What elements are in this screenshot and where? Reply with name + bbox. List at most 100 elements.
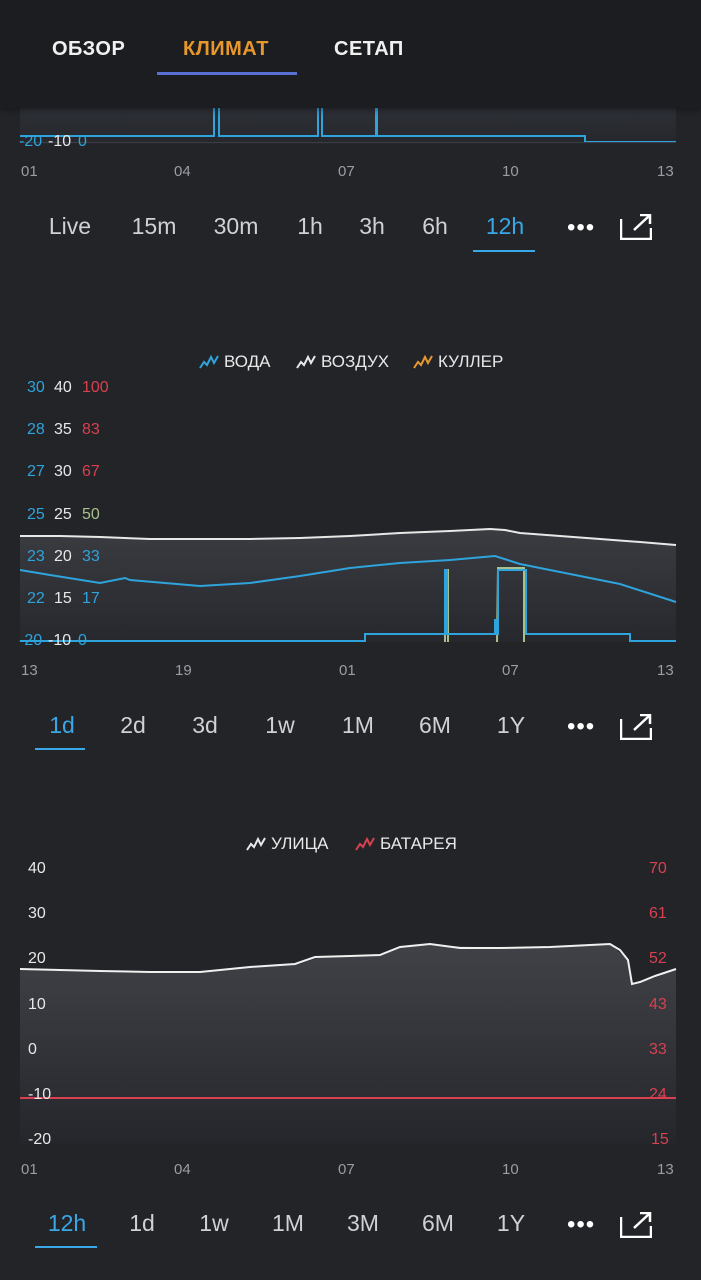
range-3M-button[interactable]: 3M [347, 1210, 379, 1236]
chart2-y-water: 30 [27, 379, 45, 396]
water-series-icon [199, 354, 219, 369]
chart2-y-air: 35 [54, 421, 72, 438]
chart1-plot[interactable] [0, 108, 701, 156]
active-tab-indicator [157, 72, 297, 75]
range-1w-button[interactable]: 1w [199, 1210, 229, 1236]
chart3-y-right: 15 [651, 1131, 669, 1148]
chart3-y-left: 10 [28, 996, 46, 1013]
chart3-street-line [19, 942, 677, 986]
range-1d-button[interactable]: 1d [129, 1210, 155, 1236]
chart2-x-label: 01 [339, 662, 356, 679]
chart2-plot[interactable] [0, 520, 701, 650]
air-series-icon [296, 354, 316, 369]
range-3h-button[interactable]: 3h [359, 213, 385, 239]
chart3-y-left: -10 [28, 1086, 52, 1103]
chart2-x-label: 19 [175, 662, 192, 679]
range-1d-button[interactable]: 1d [49, 712, 75, 738]
chart2-water-step-line [20, 569, 676, 642]
chart3-x-label: 04 [174, 1161, 191, 1178]
chart1-y-cooler-label: 0 [78, 133, 87, 150]
battery-series-icon [355, 836, 375, 851]
chart1-x-label: 07 [338, 163, 355, 180]
chart1-y-air-label: -10 [48, 133, 72, 150]
range-15m-button[interactable]: 15m [131, 213, 177, 239]
chart2-y-air: 30 [54, 463, 72, 480]
chart3-plot[interactable] [0, 930, 701, 1150]
chart2-y-air: 15 [54, 590, 72, 607]
range-6M-button[interactable]: 6M [419, 712, 451, 738]
chart3-y-left: 0 [28, 1041, 37, 1058]
chart2-air-area [20, 529, 676, 642]
tab-overview[interactable]: ОБЗОР [52, 38, 126, 60]
range-1h-button[interactable]: 1h [297, 213, 323, 239]
chart2-y-water: -20 [19, 632, 43, 649]
chart3-y-right: 33 [649, 1041, 667, 1058]
chart2-y-water: 23 [27, 548, 45, 565]
more-options-icon[interactable]: ••• [567, 214, 596, 241]
legend-battery[interactable]: БАТАРЕЯ [355, 834, 457, 854]
chart3-y-left: 40 [28, 860, 46, 877]
more-options-icon[interactable]: ••• [567, 1211, 596, 1238]
street-series-icon [246, 836, 266, 851]
legend-water[interactable]: ВОДА [199, 352, 270, 372]
chart3-x-label: 13 [657, 1161, 674, 1178]
chart3-y-right: 70 [649, 860, 667, 877]
range-12h-button[interactable]: 12h [47, 1210, 87, 1236]
chart3-y-right: 24 [649, 1086, 667, 1103]
chart2-y-water: 25 [27, 506, 45, 523]
chart3-y-right: 52 [649, 950, 667, 967]
chart3-y-right: 61 [649, 905, 667, 922]
chart1-water-line [20, 108, 676, 143]
range-2d-button[interactable]: 2d [120, 712, 146, 738]
legend-street-label: УЛИЦА [271, 834, 329, 853]
chart1-x-label: 13 [657, 163, 674, 180]
range-live-button[interactable]: Live [48, 213, 92, 239]
fullscreen-icon[interactable] [620, 214, 652, 240]
range-30m-button[interactable]: 30m [213, 213, 259, 239]
range-1M-button[interactable]: 1M [272, 1210, 304, 1236]
chart2-y-cooler: 0 [78, 632, 87, 649]
range-3d-button[interactable]: 3d [192, 712, 218, 738]
more-options-icon[interactable]: ••• [567, 713, 596, 740]
fullscreen-icon[interactable] [620, 714, 652, 740]
fullscreen-icon[interactable] [620, 1212, 652, 1238]
chart2-y-cooler: 67 [82, 463, 100, 480]
chart2-x-label: 13 [21, 662, 38, 679]
chart2-y-air: 25 [54, 506, 72, 523]
active-range-indicator [35, 1246, 97, 1248]
chart2-y-water: 27 [27, 463, 45, 480]
chart2-y-air: -10 [48, 632, 72, 649]
chart1-y-water-label: -20 [19, 133, 43, 150]
chart2-x-label: 07 [502, 662, 519, 679]
chart2-y-water: 22 [27, 590, 45, 607]
tab-climate[interactable]: КЛИМАТ [183, 38, 269, 60]
chart2-y-air: 20 [54, 548, 72, 565]
chart2-water-line [19, 554, 677, 603]
legend-street[interactable]: УЛИЦА [246, 834, 329, 854]
legend-cooler-label: КУЛЛЕР [438, 352, 504, 371]
chart3-y-left: -20 [28, 1131, 52, 1148]
chart3-y-left: 20 [28, 950, 46, 967]
chart1-x-label: 04 [174, 163, 191, 180]
chart1-x-label: 10 [502, 163, 519, 180]
chart2-y-cooler: 17 [82, 590, 100, 607]
legend-air[interactable]: ВОЗДУХ [296, 352, 389, 372]
range-1w-button[interactable]: 1w [265, 712, 295, 738]
chart3-x-label: 10 [502, 1161, 519, 1178]
legend-cooler[interactable]: КУЛЛЕР [413, 352, 503, 372]
chart2-y-water: 28 [27, 421, 45, 438]
chart3-y-left: 30 [28, 905, 46, 922]
chart3-y-right: 43 [649, 996, 667, 1013]
range-6h-button[interactable]: 6h [422, 213, 448, 239]
range-6M-button[interactable]: 6M [422, 1210, 454, 1236]
legend-air-label: ВОЗДУХ [321, 352, 390, 371]
chart3-x-label: 07 [338, 1161, 355, 1178]
active-range-indicator [473, 250, 535, 252]
tab-setup[interactable]: СЕТАП [334, 38, 404, 60]
range-1Y-button[interactable]: 1Y [496, 712, 526, 738]
range-1M-button[interactable]: 1M [342, 712, 374, 738]
chart2-air-line [20, 527, 677, 546]
chart2-x-label: 13 [657, 662, 674, 679]
range-12h-button[interactable]: 12h [485, 213, 525, 239]
range-1Y-button[interactable]: 1Y [496, 1210, 526, 1236]
